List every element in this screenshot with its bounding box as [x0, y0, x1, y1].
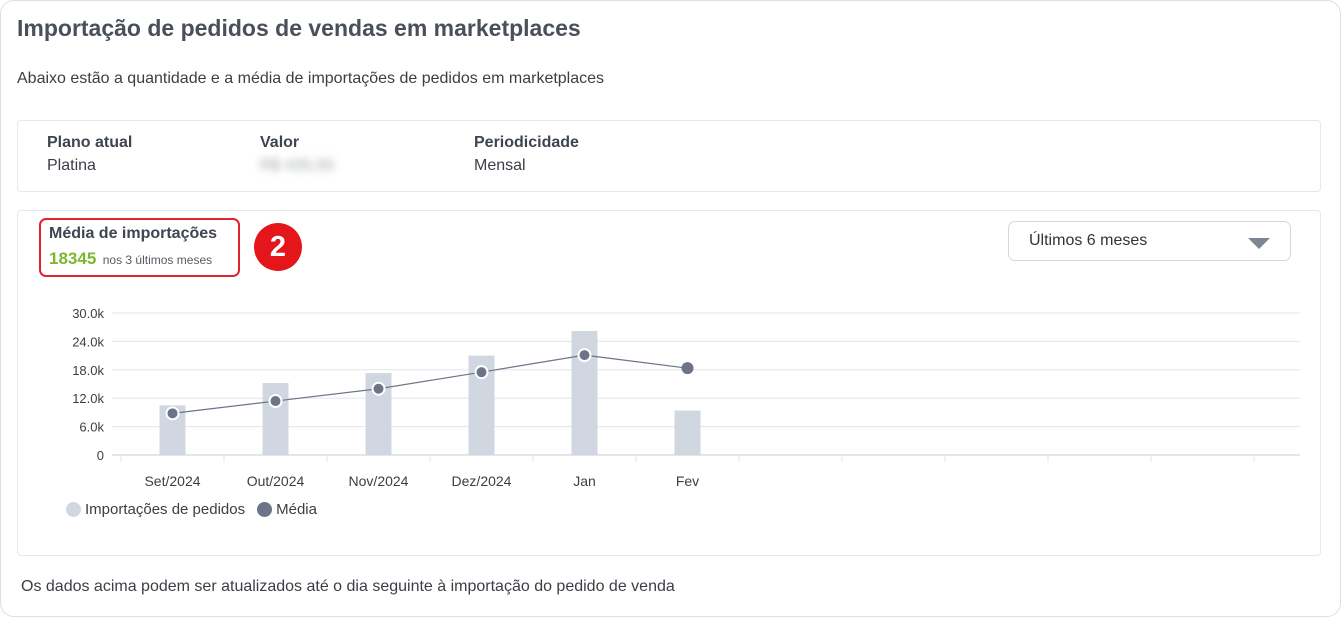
period-column: Periodicidade Mensal — [474, 134, 579, 175]
x-tick-label: Out/2024 — [247, 473, 305, 489]
y-tick-label: 18.0k — [72, 363, 104, 378]
legend-swatch-average — [257, 502, 273, 517]
legend-label-average: Média — [276, 501, 317, 518]
average-point-Nov/2024 — [371, 381, 386, 396]
legend-swatch-imports — [66, 502, 81, 517]
bar-Out/2024 — [262, 383, 289, 455]
average-line — [172, 354, 688, 414]
average-note: nos 3 últimos meses — [102, 253, 213, 267]
legend-label-imports: Importações de pedidos — [85, 501, 246, 518]
period-dropdown-value: Últimos 6 meses — [1029, 232, 1148, 249]
y-tick-label: 6.0k — [79, 420, 104, 435]
x-tick-label: Jan — [573, 473, 596, 489]
average-value: 18345 — [49, 249, 97, 268]
plan-label: Plano atual — [47, 134, 133, 151]
plan-summary: Plano atual Platina Valor R$ 435,00 Peri… — [17, 120, 1321, 192]
x-tick-label: Nov/2024 — [349, 473, 409, 489]
price-value: R$ 435,00 — [260, 157, 334, 174]
page-title: Importação de pedidos de vendas em marke… — [17, 15, 581, 41]
y-tick-label: 24.0k — [72, 334, 104, 349]
average-point-Out/2024 — [268, 394, 283, 409]
average-point-Dez/2024 — [474, 365, 489, 380]
bar-Fev — [674, 410, 701, 455]
average-point-Jan — [577, 348, 592, 363]
price-label: Valor — [260, 134, 300, 151]
period-label: Periodicidade — [474, 134, 579, 151]
legend-item-average[interactable]: Média — [257, 501, 317, 518]
x-tick-label: Fev — [676, 473, 699, 489]
period-value: Mensal — [474, 157, 526, 174]
average-highlight: Média de importações 18345 nos 3 últimos… — [39, 218, 240, 277]
chart-legend: Importações de pedidos Média — [66, 501, 329, 518]
imports-chart: 0 6.0k 12.0k 18.0k 24.0k 30.0k Set/2024 Out/202… — [72, 306, 1300, 489]
plan-column: Plano atual Platina — [47, 134, 132, 175]
page-subtitle: Abaixo estão a quantidade e a média de i… — [17, 70, 605, 87]
average-line: 18345 nos 3 últimos meses — [49, 249, 238, 269]
price-column: Valor R$ 435,00 — [260, 134, 334, 175]
average-point-Set/2024 — [165, 406, 180, 421]
x-tick-label: Dez/2024 — [452, 473, 512, 489]
legend-item-imports[interactable]: Importações de pedidos — [66, 501, 245, 518]
chevron-down-icon — [1248, 238, 1270, 249]
period-dropdown[interactable]: Últimos 6 meses — [1008, 221, 1291, 261]
imports-chart-card: Média de importações 18345 nos 3 últimos… — [17, 210, 1321, 556]
average-title: Média de importações — [49, 225, 218, 242]
average-point-Fev — [681, 362, 694, 375]
y-tick-label: 12.0k — [72, 391, 104, 406]
step-badge: 2 — [254, 223, 302, 271]
x-tick-label: Set/2024 — [144, 473, 200, 489]
plan-value: Platina — [47, 157, 96, 174]
y-tick-label: 30.0k — [72, 306, 104, 321]
y-tick-label: 0 — [97, 448, 104, 463]
footer-note: Os dados acima podem ser atualizados até… — [21, 578, 675, 595]
